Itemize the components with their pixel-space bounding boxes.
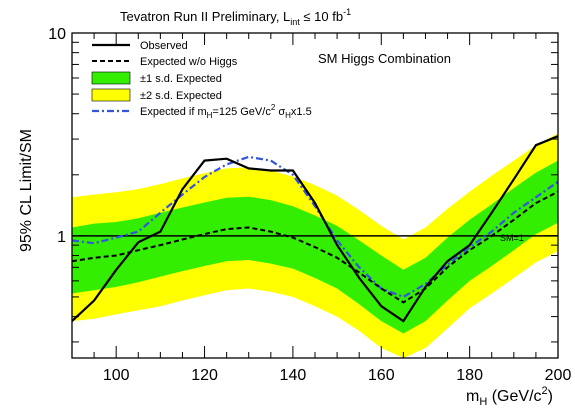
y-axis-label: 95% CL Limit/SM	[18, 129, 35, 252]
legend-label: ±2 s.d. Expected	[140, 90, 222, 102]
x-axis-label: mH (GeV/c2)	[466, 385, 553, 408]
bands-layer	[72, 133, 558, 358]
legend-label: Expected if mH=125 GeV/c2 σHx1.5	[140, 103, 312, 120]
inner-label: SM Higgs Combination	[318, 51, 451, 66]
x-tick-label: 120	[191, 367, 218, 384]
sm-line-label: SM=1	[500, 233, 524, 243]
x-tick-label: 200	[545, 367, 572, 384]
legend-label: ±1 s.d. Expected	[140, 73, 222, 85]
expected-line	[71, 190, 559, 304]
legend: Observed Expected w/o Higgs ±1 s.d. Expect…	[91, 40, 312, 120]
y-tick-label: 1	[57, 229, 66, 246]
legend-swatch	[91, 88, 131, 102]
legend-label: Expected w/o Higgs	[140, 56, 238, 68]
legend-label: Observed	[140, 40, 188, 52]
x-tick-label: 140	[280, 367, 307, 384]
x-tick-label: 180	[456, 367, 483, 384]
labels-layer: 100 120 140 160 180 200 1 10	[48, 26, 571, 384]
x-tick-label: 100	[103, 367, 130, 384]
observed-line	[71, 135, 559, 323]
ticks-layer	[71, 32, 559, 358]
injected-signal-line	[71, 155, 559, 299]
chart-title: Tevatron Run II Preliminary, Lint ≤ 10 f…	[120, 7, 351, 27]
x-tick-label: 160	[368, 367, 395, 384]
y-tick-label: 10	[48, 26, 66, 43]
lines-layer	[71, 135, 559, 323]
legend-swatch	[91, 71, 131, 85]
